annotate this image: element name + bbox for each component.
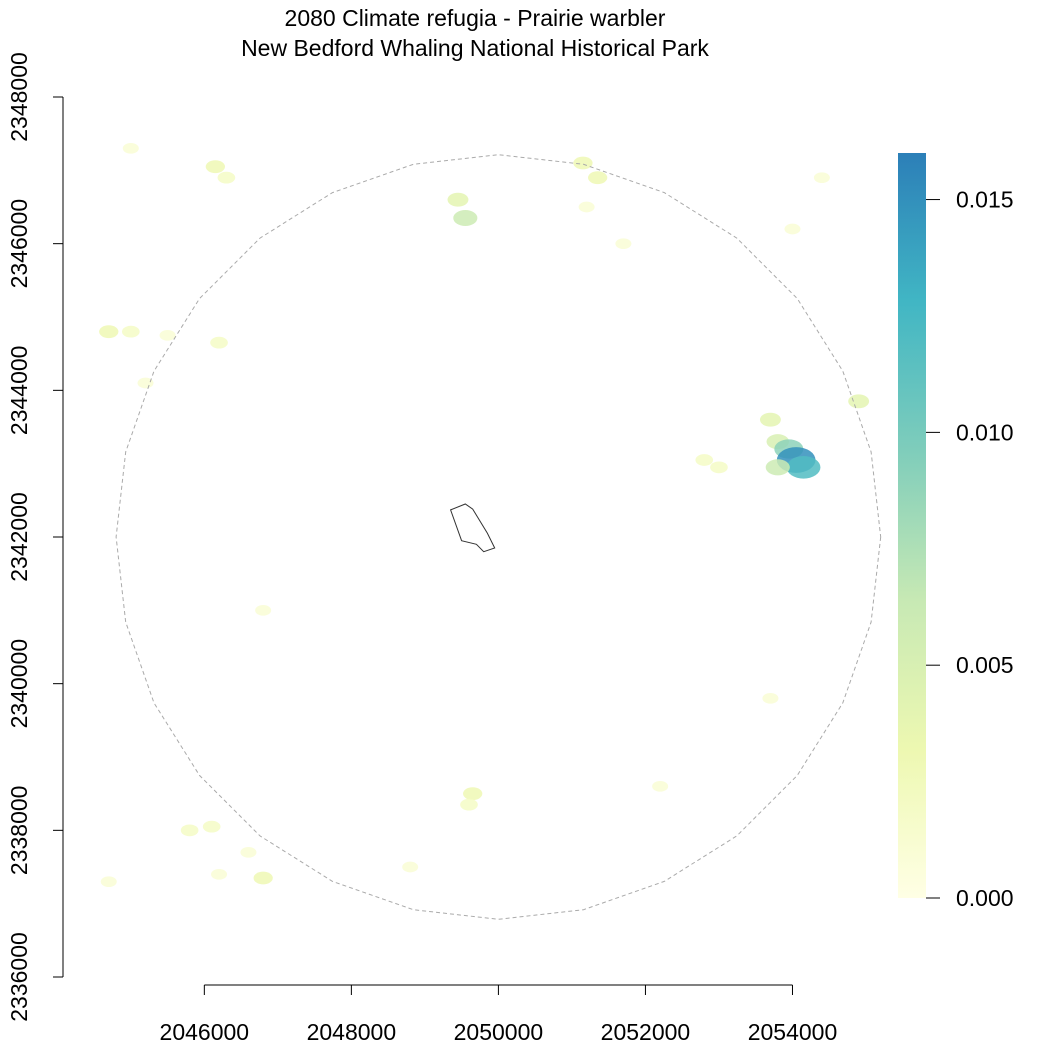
legend-tick-label: 0.015 bbox=[956, 187, 1014, 213]
y-tick-label: 2344000 bbox=[6, 346, 32, 436]
refugia-patch bbox=[402, 861, 419, 873]
refugia-patch bbox=[615, 238, 632, 250]
chart-subtitle: New Bedford Whaling National Historical … bbox=[241, 35, 709, 61]
refugia-patch bbox=[460, 798, 478, 811]
refugia-patch bbox=[695, 454, 714, 466]
legend-tick-label: 0.010 bbox=[956, 419, 1014, 445]
refugia-patch bbox=[447, 192, 469, 207]
refugia-patch bbox=[710, 461, 728, 474]
refugia-patch bbox=[217, 171, 236, 184]
refugia-patch bbox=[211, 868, 228, 880]
y-tick-label: 2348000 bbox=[6, 52, 32, 142]
refugia-patch bbox=[99, 325, 119, 339]
legend-ticks: 0.000 0.005 0.010 0.015 bbox=[926, 187, 1014, 911]
refugia-patch bbox=[463, 787, 483, 801]
park-buffer-circle bbox=[115, 154, 882, 920]
refugia-patch bbox=[253, 871, 273, 885]
color-legend: 0.000 0.005 0.010 0.015 bbox=[898, 153, 1014, 911]
y-tick-label: 2342000 bbox=[6, 492, 32, 582]
refugia-patch bbox=[137, 377, 154, 389]
refugia-patch bbox=[205, 160, 225, 174]
refugia-patch bbox=[122, 142, 139, 154]
x-tick-label: 2050000 bbox=[454, 1019, 544, 1045]
refugia-patch bbox=[255, 604, 272, 616]
refugia-patch bbox=[180, 824, 199, 837]
y-axis: 2336000 2338000 2340000 2342000 2344000 23460… bbox=[6, 52, 64, 1022]
refugia-patch bbox=[786, 456, 821, 479]
legend-tick-label: 0.000 bbox=[956, 885, 1014, 911]
park-boundary bbox=[449, 503, 496, 553]
refugia-raster bbox=[99, 142, 870, 888]
y-tick-label: 2346000 bbox=[6, 199, 32, 289]
refugia-patch bbox=[588, 171, 608, 185]
refugia-patch bbox=[762, 692, 779, 704]
refugia-patch bbox=[210, 336, 228, 349]
refugia-patch bbox=[578, 201, 595, 213]
refugia-patch bbox=[765, 459, 790, 476]
refugia-patch bbox=[100, 876, 117, 888]
refugia-patch bbox=[573, 156, 593, 170]
chart-title: 2080 Climate refugia - Prairie warbler bbox=[284, 5, 666, 31]
x-tick-label: 2048000 bbox=[307, 1019, 397, 1045]
x-tick-label: 2046000 bbox=[160, 1019, 250, 1045]
y-tick-label: 2338000 bbox=[6, 786, 32, 876]
refugia-patch bbox=[652, 780, 669, 792]
y-tick-label: 2340000 bbox=[6, 639, 32, 729]
refugia-patch bbox=[759, 412, 781, 427]
legend-tick-label: 0.005 bbox=[956, 652, 1014, 678]
refugia-patch bbox=[453, 209, 478, 227]
refugia-patch bbox=[848, 394, 870, 409]
refugia-patch bbox=[202, 820, 221, 833]
refugia-patch bbox=[784, 223, 801, 235]
x-tick-label: 2054000 bbox=[748, 1019, 838, 1045]
refugia-patch bbox=[121, 325, 140, 338]
x-axis: 2046000 2048000 2050000 2052000 2054000 bbox=[160, 984, 838, 1045]
legend-color-bar bbox=[898, 153, 926, 898]
refugia-patch bbox=[813, 172, 830, 184]
refugia-patch bbox=[240, 846, 257, 858]
x-tick-label: 2052000 bbox=[601, 1019, 691, 1045]
y-tick-label: 2336000 bbox=[6, 932, 32, 1022]
refugia-patch bbox=[159, 329, 176, 341]
